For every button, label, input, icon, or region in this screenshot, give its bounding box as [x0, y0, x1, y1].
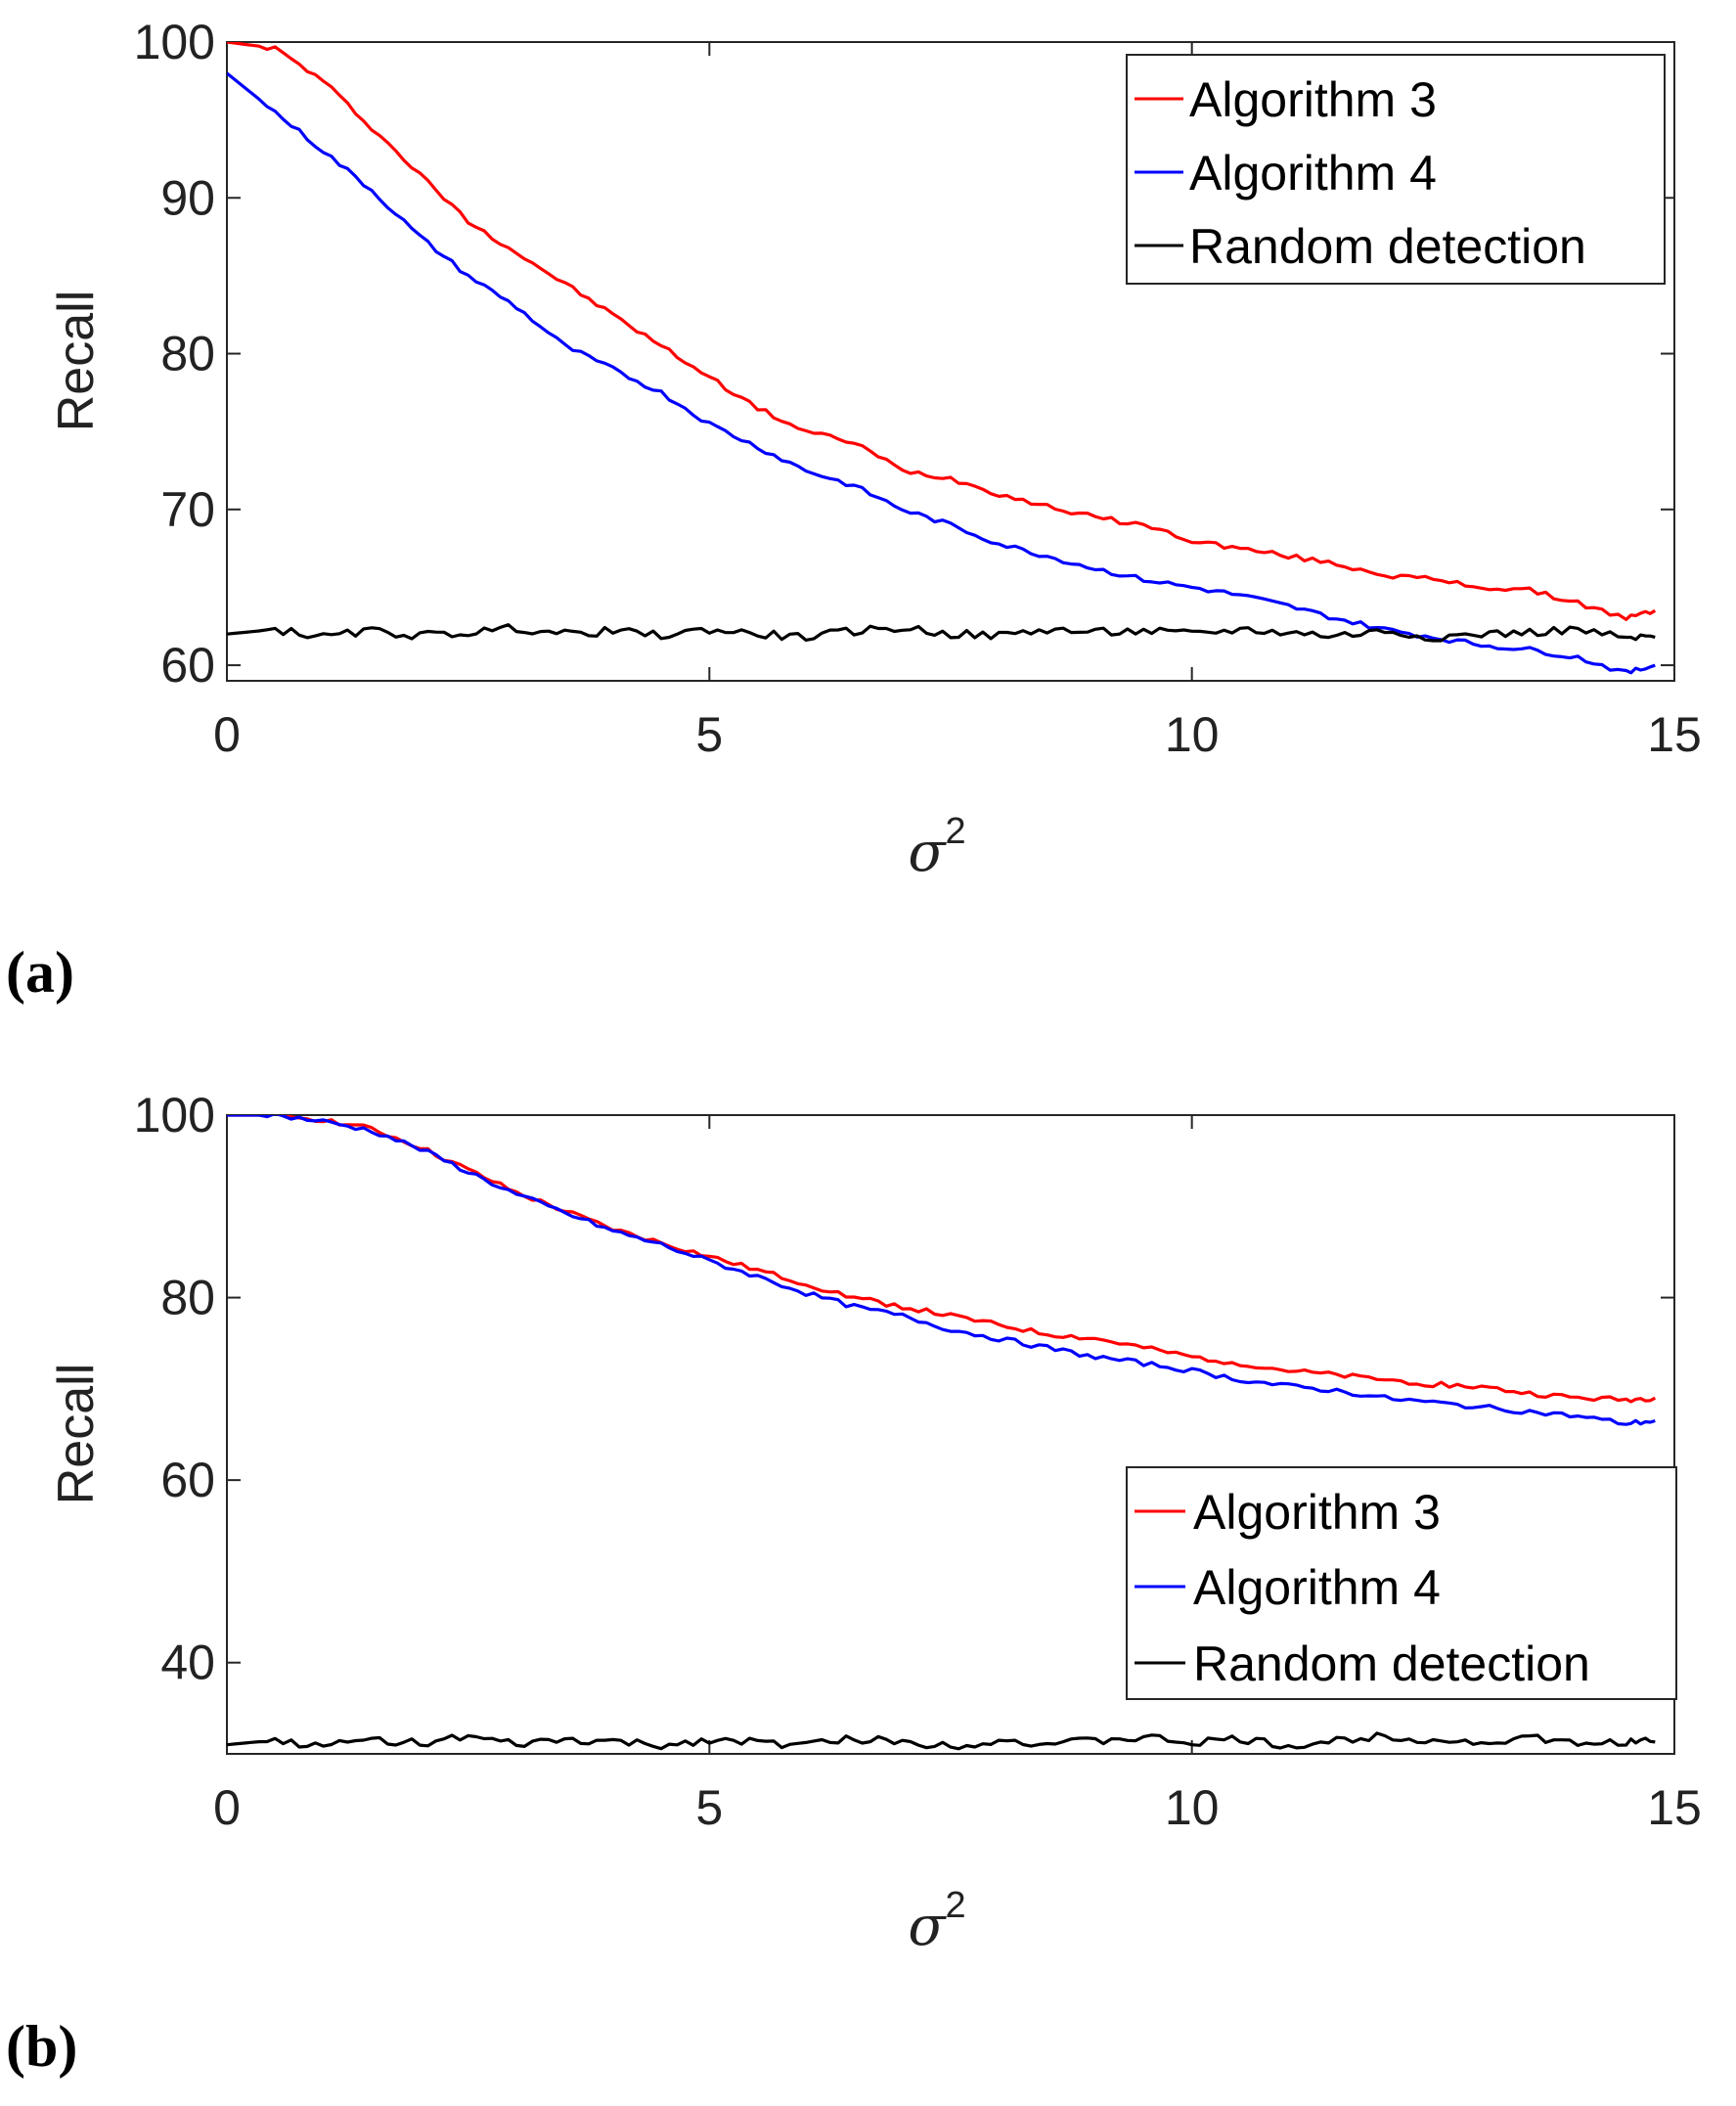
xlabel-a-symbol: σ [908, 821, 947, 884]
x-tick-label-a-10: 10 [1165, 707, 1220, 762]
y-tick-label-a-70: 70 [160, 482, 215, 537]
panel-a: 0 5 10 15 60 70 80 90 100 Recall σ2 Algorithm 3 … [6, 15, 1702, 1005]
series-line-a-random-detection [227, 623, 1656, 643]
xlabel-b: σ2 [908, 1885, 965, 1958]
y-tick-label-b-100: 100 [134, 1088, 215, 1143]
xlabel-a-superscript: 2 [946, 811, 966, 852]
legend-a: Algorithm 3 Algorithm 4 Random detection [1126, 54, 1666, 285]
y-tick-label-b-40: 40 [160, 1636, 215, 1690]
y-tick-label-b-80: 80 [160, 1271, 215, 1325]
panel-label-b: (b) [6, 2014, 77, 2079]
ticks-b: 0 5 10 15 40 60 80 100 [134, 1088, 1702, 1835]
panel-b: 0 5 10 15 40 60 80 100 Recall σ2 Algorithm 3 Al… [6, 1088, 1702, 2079]
series-line-b-random-detection [227, 1731, 1656, 1751]
ylabel-a: Recall [48, 291, 105, 432]
legend-a-label-algorithm-3: Algorithm 3 [1189, 72, 1437, 127]
panel-label-a: (a) [6, 940, 74, 1005]
legend-a-label-algorithm-4: Algorithm 4 [1189, 146, 1437, 201]
xlabel-b-superscript: 2 [946, 1885, 966, 1926]
legend-box-b [1126, 1466, 1677, 1700]
legend-box-a [1126, 54, 1666, 285]
xlabel-b-symbol: σ [908, 1895, 947, 1958]
x-tick-label-a-0: 0 [213, 707, 241, 762]
legend-b-label-algorithm-3: Algorithm 3 [1193, 1485, 1441, 1540]
ticks-a: 0 5 10 15 60 70 80 90 100 [134, 15, 1702, 762]
legend-b-label-random-detection: Random detection [1193, 1636, 1590, 1691]
series-group-b [227, 1115, 1657, 1751]
y-tick-label-b-60: 60 [160, 1453, 215, 1507]
x-tick-label-b-10: 10 [1165, 1780, 1220, 1835]
legend-a-label-random-detection: Random detection [1189, 219, 1586, 274]
x-tick-label-a-5: 5 [695, 707, 723, 762]
x-tick-label-a-15: 15 [1647, 707, 1702, 762]
series-line-a-algorithm-4 [227, 71, 1656, 675]
y-tick-label-a-100: 100 [134, 15, 215, 69]
y-tick-label-a-90: 90 [160, 170, 215, 225]
y-tick-label-a-60: 60 [160, 638, 215, 693]
x-tick-label-b-0: 0 [213, 1780, 241, 1835]
series-line-a-algorithm-3 [227, 42, 1657, 621]
y-tick-label-a-80: 80 [160, 327, 215, 381]
x-tick-label-b-15: 15 [1647, 1780, 1702, 1835]
xlabel-a: σ2 [908, 811, 965, 884]
series-line-b-algorithm-4 [227, 1115, 1656, 1426]
legend-b-label-algorithm-4: Algorithm 4 [1193, 1560, 1441, 1615]
legend-b: Algorithm 3 Algorithm 4 Random detection [1126, 1466, 1677, 1700]
x-tick-label-b-5: 5 [695, 1780, 723, 1835]
ylabel-b: Recall [48, 1364, 105, 1505]
series-group-a [227, 42, 1657, 675]
series-line-b-algorithm-3 [227, 1115, 1657, 1404]
